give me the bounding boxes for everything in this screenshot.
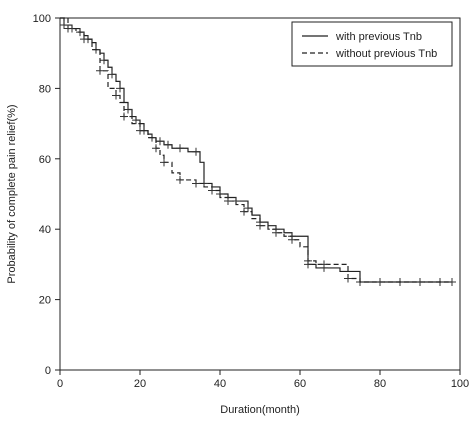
censor-mark xyxy=(244,204,252,213)
censor-mark xyxy=(60,21,68,30)
censor-mark xyxy=(176,144,184,153)
legend-box xyxy=(291,21,453,67)
censor-mark xyxy=(448,278,456,286)
x-tick-label: 40 xyxy=(214,378,226,390)
censor-mark xyxy=(120,112,128,121)
censor-mark xyxy=(96,66,104,75)
x-tick-label: 20 xyxy=(134,378,146,390)
censor-mark xyxy=(240,207,248,216)
legend-label: with previous Tnb xyxy=(335,31,422,43)
censor-mark xyxy=(64,24,72,33)
censor-mark xyxy=(124,105,132,114)
axis-ticks: 0 20 40 60 80 100 0 20 40 60 80 100 xyxy=(33,13,470,390)
x-tick-label: 80 xyxy=(374,378,386,390)
y-tick-label: 20 xyxy=(39,295,51,307)
censor-mark xyxy=(320,260,328,269)
legend: with previous Tnb without previous Tnb xyxy=(291,21,453,67)
censor-mark xyxy=(132,116,140,125)
y-tick-label: 60 xyxy=(39,154,51,166)
censor-mark xyxy=(416,278,424,286)
censor-mark xyxy=(288,235,296,244)
censor-mark xyxy=(192,179,200,188)
series-2 xyxy=(60,17,456,286)
censor-mark xyxy=(136,126,144,135)
censor-mark xyxy=(224,197,232,206)
y-tick-label: 40 xyxy=(39,224,51,236)
y-tick-label: 0 xyxy=(45,365,51,377)
x-axis-title: Duration(month) xyxy=(220,404,299,416)
censor-mark xyxy=(80,35,88,44)
y-tick-label: 80 xyxy=(39,83,51,95)
legend-label: without previous Tnb xyxy=(335,48,437,60)
censor-mark xyxy=(116,84,124,93)
censor-mark xyxy=(208,186,216,195)
y-axis-title: Probability of complete pain relief(%) xyxy=(6,104,18,283)
censor-mark xyxy=(164,140,172,149)
censor-mark xyxy=(160,158,168,167)
censor-mark xyxy=(112,91,120,100)
censor-mark xyxy=(100,56,108,65)
censor-mark xyxy=(156,137,164,146)
y-tick-label: 100 xyxy=(33,13,51,25)
x-tick-label: 60 xyxy=(294,378,306,390)
censor-mark xyxy=(152,144,160,153)
censor-mark xyxy=(176,175,184,184)
x-tick-label: 0 xyxy=(57,378,63,390)
censor-mark xyxy=(272,228,280,237)
censor-mark xyxy=(256,221,264,230)
censor-mark xyxy=(192,147,200,156)
plot-border xyxy=(59,17,461,371)
censor-mark xyxy=(304,256,312,265)
series-layer xyxy=(60,17,456,286)
x-tick-label: 100 xyxy=(451,378,469,390)
censor-mark xyxy=(376,278,384,286)
censor-mark xyxy=(344,274,352,283)
censor-mark xyxy=(108,70,116,79)
plot-frame xyxy=(59,17,461,371)
